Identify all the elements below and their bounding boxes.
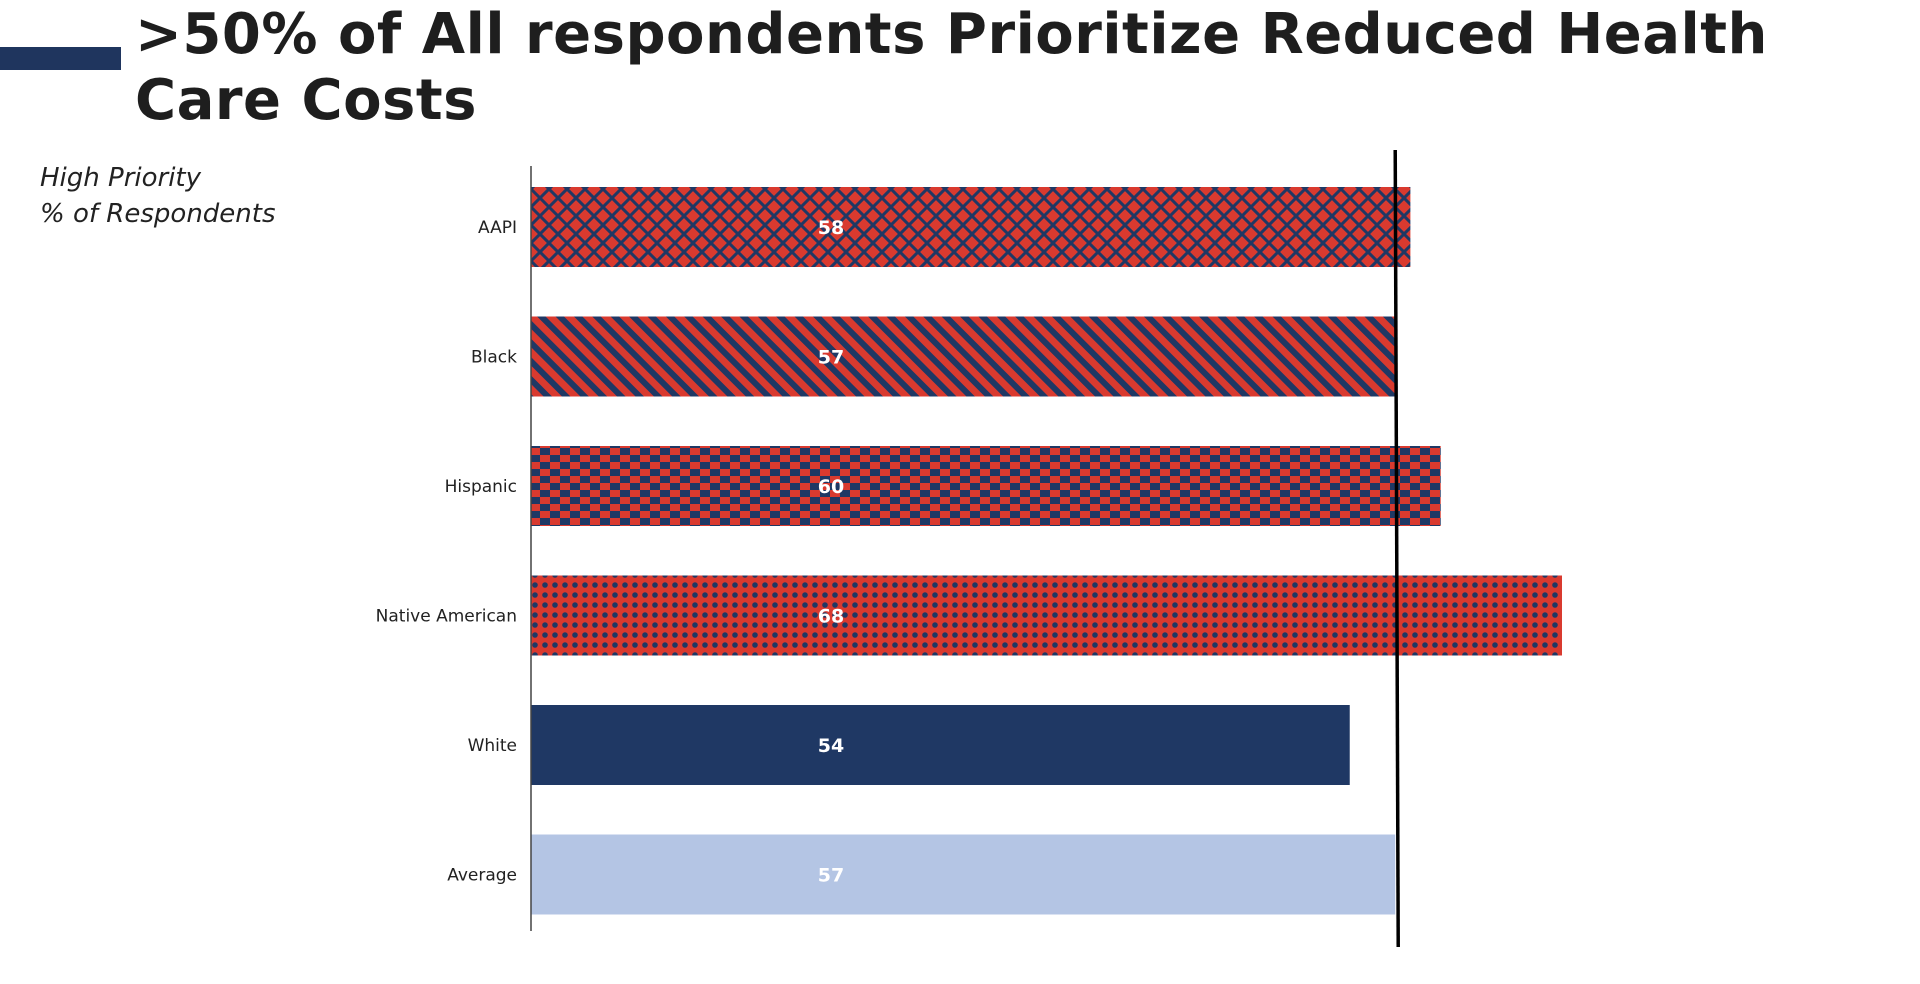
data-label: 57	[818, 347, 844, 369]
category-label: Native American	[376, 607, 517, 627]
bar-average	[531, 834, 1396, 915]
average-reference-line	[1393, 149, 1400, 948]
bar-white	[531, 705, 1350, 785]
bar-native-american	[531, 575, 1562, 656]
page-title: >50% of All respondents Prioritize Reduc…	[135, 2, 1768, 133]
data-label: 58	[818, 217, 844, 239]
title-accent-bar	[0, 47, 121, 70]
data-label: 54	[818, 735, 844, 757]
bar-hispanic	[531, 446, 1441, 526]
data-label: 68	[818, 606, 844, 628]
subtitle-line-2: % of Respondents	[40, 199, 276, 229]
data-label: 60	[818, 476, 844, 498]
chart-subtitle: High Priority % of Respondents	[40, 160, 276, 232]
category-label: White	[468, 736, 517, 756]
category-label: Black	[471, 348, 517, 368]
bar-black	[531, 316, 1396, 397]
category-label: Hispanic	[445, 477, 517, 497]
data-label: 57	[818, 865, 844, 887]
category-label: AAPI	[478, 218, 517, 238]
bar-aapi	[531, 187, 1411, 267]
category-label: Average	[447, 866, 517, 886]
subtitle-line-1: High Priority	[40, 163, 202, 193]
